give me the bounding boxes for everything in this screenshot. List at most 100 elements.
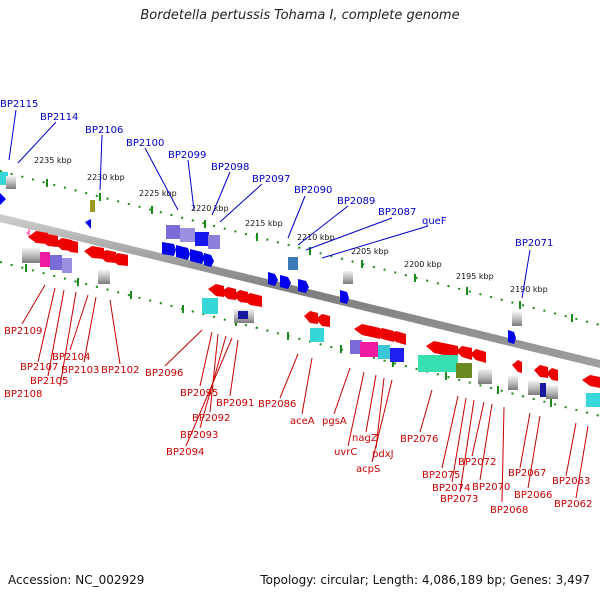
topology-text: Topology: circular; Length: 4,086,189 bp… (260, 573, 590, 587)
gene-arrow (190, 249, 205, 264)
gene-label: BP2090 (294, 185, 332, 196)
gene-box (390, 348, 404, 362)
gene-arrow (388, 331, 406, 345)
gene-label: BP2094 (166, 447, 204, 458)
lower-labels: BP2109 BP2107 BP2104 BP2102 BP2108 BP210… (4, 326, 592, 516)
gene-box (6, 176, 16, 189)
gene-label: BP2104 (52, 352, 90, 363)
gene-label: BP2100 (126, 138, 164, 149)
gene-label: pdxJ (372, 449, 394, 460)
gene-box (540, 383, 546, 397)
gene-arrow (280, 275, 291, 289)
gene-arrow (64, 240, 78, 253)
kbp-label: 2215 kbp (245, 219, 283, 228)
gene-box (40, 252, 50, 267)
gene-box (195, 232, 209, 246)
gene-label: BP2109 (4, 326, 42, 337)
gene-box (62, 258, 72, 273)
gene-label: BP2071 (515, 238, 553, 249)
kbp-labels: 2235 kbp 2230 kbp 2225 kbp 2220 kbp 2215… (34, 156, 548, 294)
upper-scale-track (0, 170, 600, 326)
reverse-features (22, 228, 600, 407)
accession-text: Accession: NC_002929 (8, 573, 145, 587)
gene-arrow (470, 349, 486, 363)
gene-box (528, 381, 540, 395)
gene-label: BP2075 (422, 470, 460, 481)
gene-arrow (298, 279, 309, 293)
gene-arrow (220, 287, 236, 300)
gene-box (50, 255, 62, 270)
gene-arrow (304, 311, 318, 324)
gene-arrow (456, 346, 472, 360)
gene-box (350, 340, 362, 354)
gene-box (90, 200, 95, 212)
gene-label: BP2103 (61, 365, 99, 376)
gene-arrow (374, 328, 394, 342)
gene-arrow (354, 324, 380, 339)
gene-box (378, 345, 390, 359)
kbp-label: 2200 kbp (404, 260, 442, 269)
gene-box (546, 385, 558, 399)
gene-arrow (208, 284, 224, 297)
gene-arrow (268, 272, 278, 286)
gene-box (202, 298, 218, 314)
gene-label: aceA (290, 416, 315, 427)
gene-label: BP2074 (432, 483, 470, 494)
gene-label: acpS (356, 464, 380, 475)
gene-box (418, 355, 458, 372)
gene-label: uvrC (334, 447, 357, 458)
gene-box (586, 393, 600, 407)
gene-arrow (40, 234, 58, 247)
gene-label: BP2099 (168, 150, 206, 161)
gene-box (238, 311, 248, 319)
gene-arrow (204, 253, 214, 267)
gene-label: BP2096 (145, 368, 183, 379)
map-title: Bordetella pertussis Tohama I, complete … (140, 8, 460, 23)
gene-label: BP2063 (552, 476, 590, 487)
gene-box (208, 235, 220, 249)
gene-box (166, 225, 180, 239)
gene-arrow (176, 245, 190, 260)
lower-scale-track (0, 261, 600, 417)
gene-arrow (85, 219, 91, 229)
gene-box (478, 369, 492, 384)
upper-leaders (8, 109, 531, 299)
gene-label: BP2108 (4, 389, 42, 400)
gene-arrow (546, 368, 558, 381)
gene-label: BP2092 (192, 413, 230, 424)
gene-label: BP2102 (101, 365, 139, 376)
gene-arrow (0, 193, 6, 205)
kbp-label: 2220 kbp (191, 204, 229, 213)
gene-box (360, 342, 378, 357)
kbp-label: 2235 kbp (34, 156, 72, 165)
gene-arrow (162, 242, 176, 256)
gene-box (22, 248, 40, 263)
gene-box (508, 376, 518, 390)
gene-box (512, 312, 522, 326)
gene-label: BP2115 (0, 99, 38, 110)
lower-leaders (21, 284, 589, 503)
kbp-label: 2210 kbp (297, 233, 335, 242)
gene-label: BP2087 (378, 207, 416, 218)
gene-box (0, 172, 8, 185)
gene-arrow (316, 314, 330, 327)
gene-label: pgsA (322, 416, 347, 427)
gene-label: BP2106 (85, 125, 123, 136)
gene-box (456, 363, 472, 378)
gene-label: BP2070 (472, 482, 510, 493)
gene-arrow (110, 253, 128, 266)
gene-label: BP2086 (258, 399, 296, 410)
gene-arrow (26, 228, 30, 238)
gene-label: BP2066 (514, 490, 552, 501)
gene-label: BP2068 (490, 505, 528, 516)
gene-label: nagZ (352, 433, 378, 444)
gene-arrow (508, 330, 516, 344)
gene-label: BP2089 (337, 196, 375, 207)
kbp-label: 2230 kbp (87, 173, 125, 182)
gene-label: BP2067 (508, 468, 546, 479)
kbp-label: 2225 kbp (139, 189, 177, 198)
gene-arrow (242, 293, 262, 307)
gene-label: BP2107 (20, 362, 58, 373)
gene-box (98, 270, 110, 284)
gene-label: BP2105 (30, 376, 68, 387)
